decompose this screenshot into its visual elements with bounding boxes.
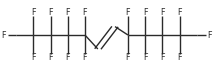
Text: F: F [2, 31, 6, 39]
Text: F: F [160, 53, 164, 62]
Text: F: F [48, 53, 53, 62]
Text: F: F [126, 8, 130, 17]
Text: F: F [177, 8, 182, 17]
Text: F: F [83, 53, 87, 62]
Text: F: F [177, 53, 182, 62]
Text: F: F [143, 53, 147, 62]
Text: F: F [31, 53, 35, 62]
Text: F: F [66, 53, 70, 62]
Text: F: F [83, 8, 87, 17]
Text: F: F [66, 8, 70, 17]
Text: F: F [207, 31, 212, 39]
Text: F: F [143, 8, 147, 17]
Text: F: F [126, 53, 130, 62]
Text: F: F [48, 8, 53, 17]
Text: F: F [160, 8, 164, 17]
Text: F: F [31, 8, 35, 17]
